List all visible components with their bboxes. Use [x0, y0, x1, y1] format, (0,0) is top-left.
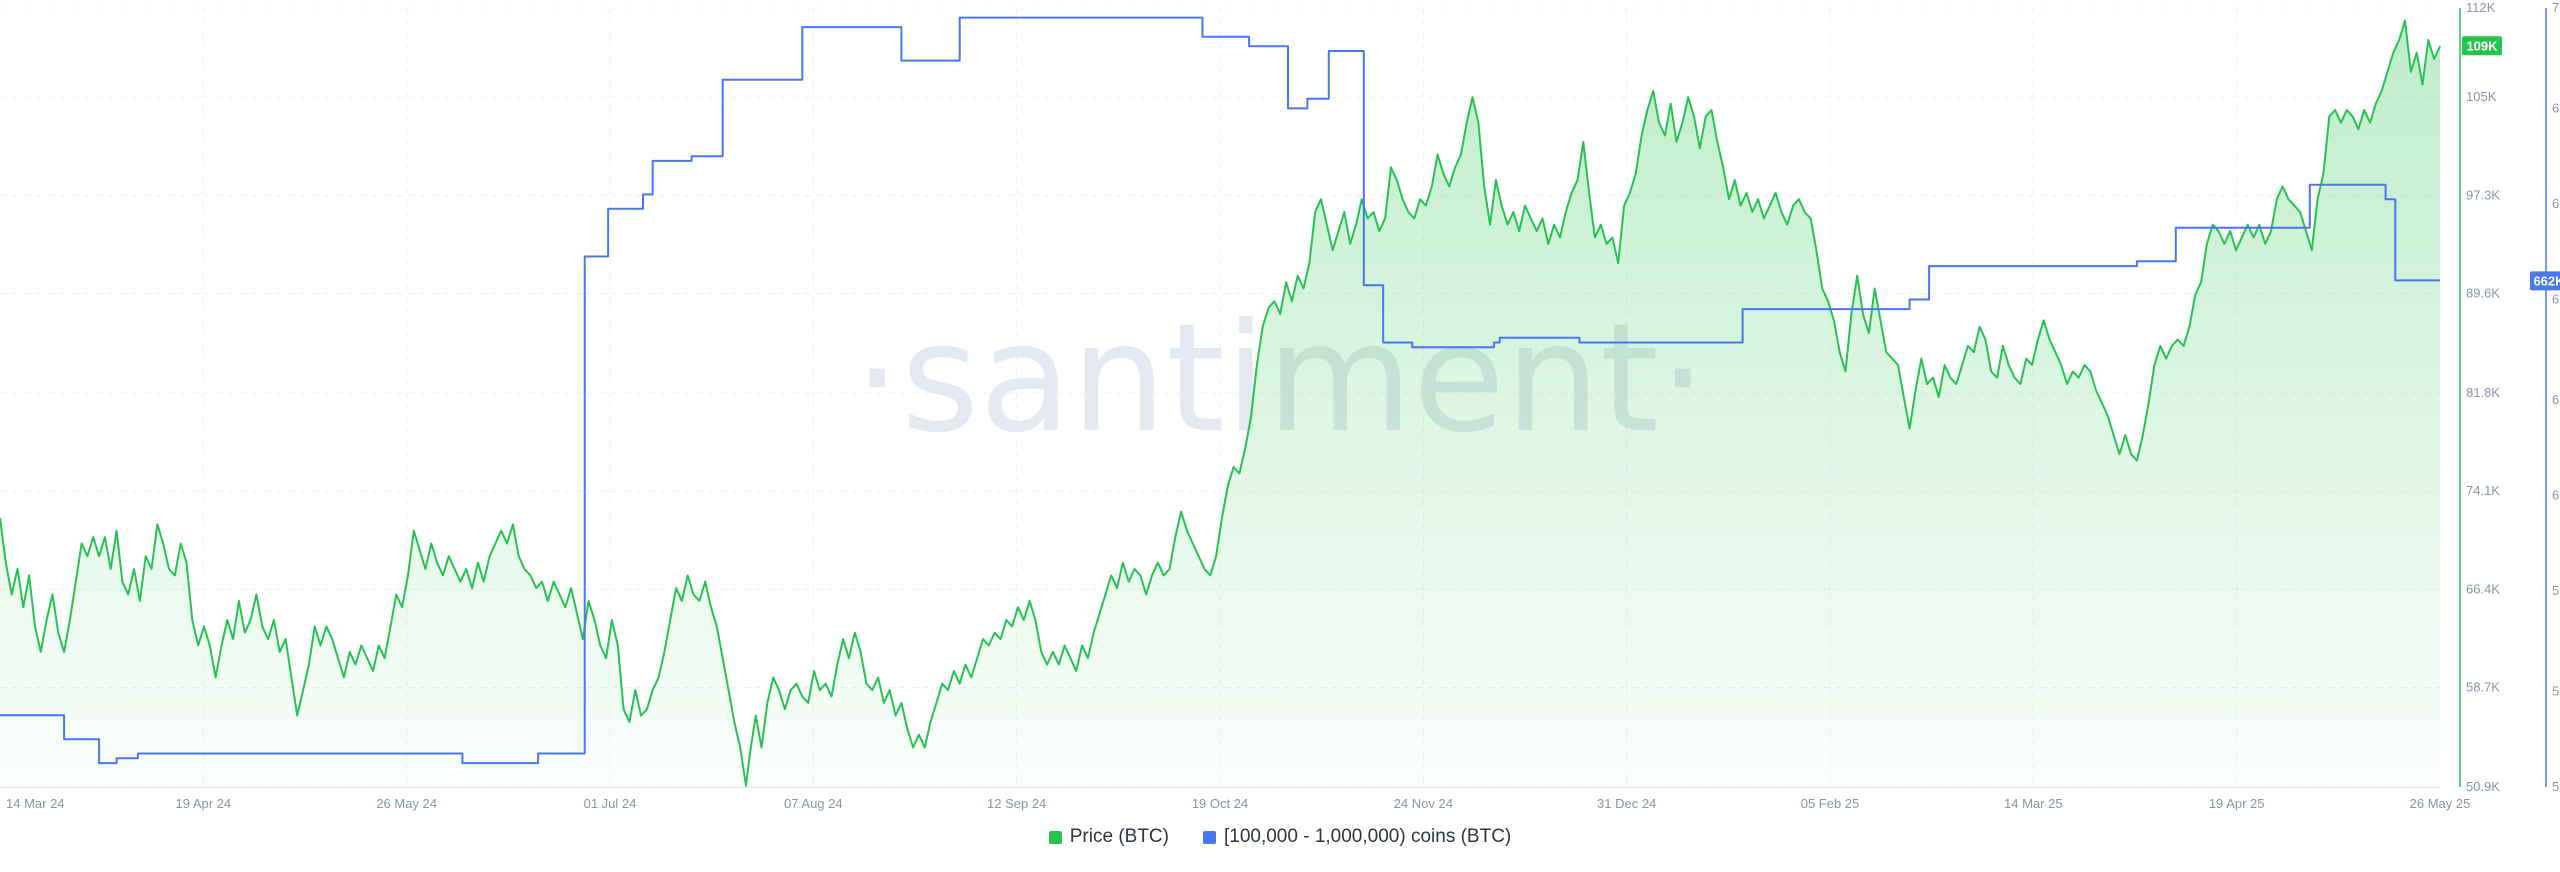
x-tick-label: 19 Apr 25: [2209, 796, 2265, 811]
holders-tick-label: 556K: [2552, 779, 2560, 794]
holders-tick-label: 658K: [2552, 292, 2560, 307]
price-tick-label: 112K: [2466, 0, 2496, 15]
x-tick-label: 19 Oct 24: [1192, 796, 1248, 811]
holders-tick-label: 719K: [2552, 0, 2560, 15]
legend-label-price: Price (BTC): [1069, 826, 1169, 847]
x-tick-label: 12 Sep 24: [987, 796, 1046, 811]
price-current-value: 109K: [2466, 39, 2498, 54]
chart-legend: Price (BTC) [100,000 - 1,000,000) coins …: [0, 826, 2560, 848]
price-tick-label: 105K: [2466, 89, 2497, 104]
x-tick-label: 14 Mar 24: [6, 796, 65, 811]
holders-line: [0, 16, 2440, 765]
x-tick-label: 01 Jul 24: [584, 796, 637, 811]
price-tick-label: 89.6K: [2466, 286, 2500, 301]
x-tick-label: 14 Mar 25: [2004, 796, 2063, 811]
series-layer: [0, 16, 2441, 787]
x-tick-label: 05 Feb 25: [1801, 796, 1860, 811]
legend-item-holders[interactable]: [100,000 - 1,000,000) coins (BTC): [1202, 826, 1512, 848]
holders-tick-label: 597K: [2552, 583, 2560, 598]
axis-layer: 14 Mar 24 19 Apr 24 26 May 24 01 Jul 24 07 A…: [6, 0, 2560, 811]
price-area: [0, 20, 2440, 787]
x-tick-label: 31 Dec 24: [1597, 796, 1656, 811]
price-line: [0, 19, 2441, 787]
price-tick-label: 74.1K: [2466, 483, 2500, 498]
x-tick-label: 07 Aug 24: [784, 796, 843, 811]
legend-swatch-price: [1048, 830, 1062, 844]
holders-tick-label: 678K: [2552, 196, 2560, 211]
holders-tick-label: 576K: [2552, 683, 2560, 698]
holders-current-badge: [2530, 271, 2560, 291]
price-tick-label: 50.9K: [2466, 779, 2500, 794]
holders-tick-label: 698K: [2552, 100, 2560, 115]
holders-tick-label: 637K: [2552, 392, 2560, 407]
price-current-badge: [2462, 36, 2502, 56]
price-tick-label: 97.3K: [2466, 187, 2500, 202]
holders-tick-label: 617K: [2552, 487, 2560, 502]
holders-current-value: 662K: [2533, 273, 2560, 288]
x-tick-label: 24 Nov 24: [1394, 796, 1453, 811]
price-tick-label: 58.7K: [2466, 680, 2500, 695]
x-tick-label: 26 May 24: [376, 796, 437, 811]
legend-swatch-holders: [1202, 830, 1216, 844]
price-tick-label: 81.8K: [2466, 385, 2500, 400]
price-tick-label: 66.4K: [2466, 581, 2500, 596]
x-tick-label: 26 May 25: [2410, 796, 2471, 811]
legend-label-holders: [100,000 - 1,000,000) coins (BTC): [1223, 826, 1512, 847]
x-tick-label: 19 Apr 24: [176, 796, 232, 811]
legend-item-price[interactable]: Price (BTC): [1048, 826, 1169, 848]
